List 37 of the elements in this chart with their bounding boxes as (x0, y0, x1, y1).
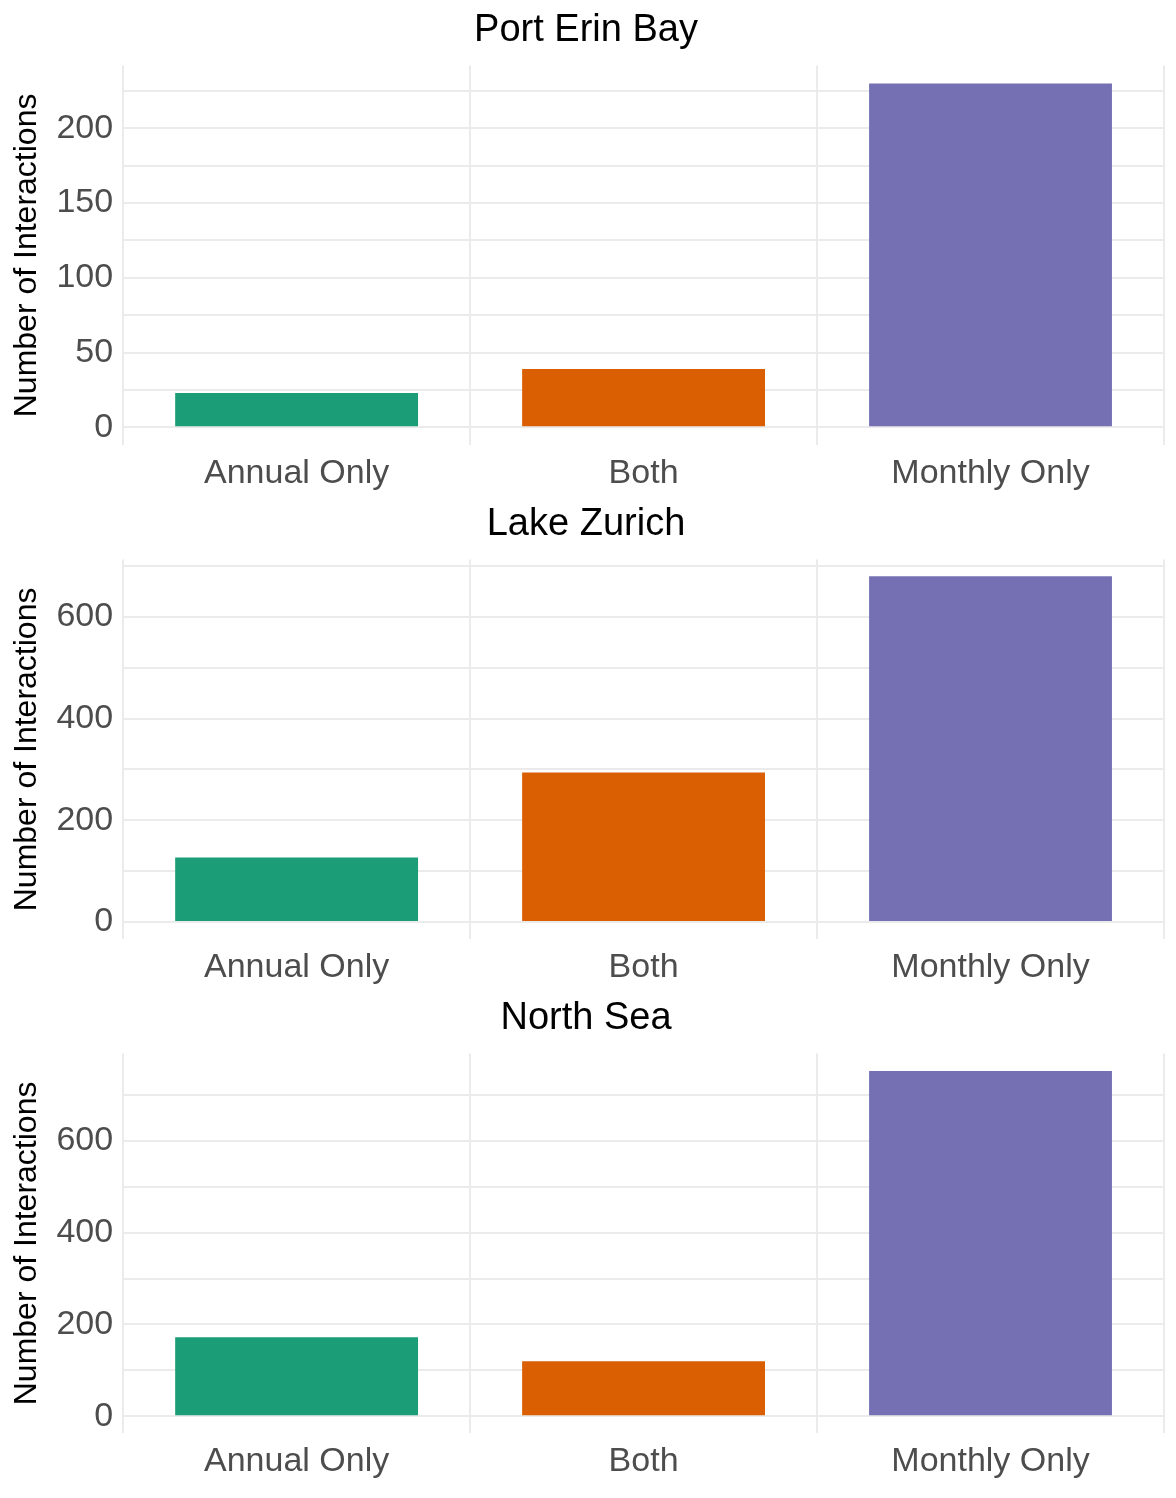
y-tick-label: 150 (56, 181, 114, 220)
y-tick-label: 400 (56, 1210, 114, 1249)
x-tick-label: Annual Only (203, 451, 390, 490)
bar (522, 1361, 765, 1416)
y-axis-title: Number of Interactions (7, 1081, 44, 1406)
bar (869, 1071, 1112, 1416)
bar (522, 368, 765, 427)
y-tick-label: 0 (94, 900, 114, 939)
x-tick-label: Monthly Only (891, 945, 1090, 984)
x-tick-label: Both (608, 1439, 679, 1478)
y-axis-title: Number of Interactions (7, 587, 44, 912)
y-axis-title: Number of Interactions (7, 93, 44, 418)
y-tick-label: 200 (56, 1302, 114, 1341)
bar (522, 772, 765, 921)
y-tick-label: 200 (56, 106, 114, 145)
bar (175, 1337, 419, 1416)
x-tick-label: Both (608, 945, 679, 984)
y-tick-label: 50 (75, 330, 114, 369)
bar (175, 392, 419, 427)
x-tick-label: Both (608, 451, 679, 490)
y-tick-label: 400 (56, 697, 114, 736)
y-tick-label: 200 (56, 798, 114, 837)
x-tick-label: Annual Only (203, 1439, 390, 1478)
chart-title: Lake Zurich (486, 501, 686, 544)
x-tick-label: Monthly Only (891, 1439, 1090, 1478)
y-tick-label: 600 (56, 1119, 114, 1158)
y-tick-label: 0 (94, 1394, 114, 1433)
bar (869, 83, 1112, 427)
y-tick-label: 100 (56, 256, 114, 295)
x-tick-label: Monthly Only (891, 451, 1090, 490)
y-tick-label: 0 (94, 405, 114, 444)
chart-title: North Sea (500, 995, 673, 1038)
bar (869, 576, 1112, 921)
x-tick-label: Annual Only (203, 945, 390, 984)
chart-title: Port Erin Bay (474, 7, 698, 50)
bar (175, 857, 419, 921)
y-tick-label: 600 (56, 595, 114, 634)
